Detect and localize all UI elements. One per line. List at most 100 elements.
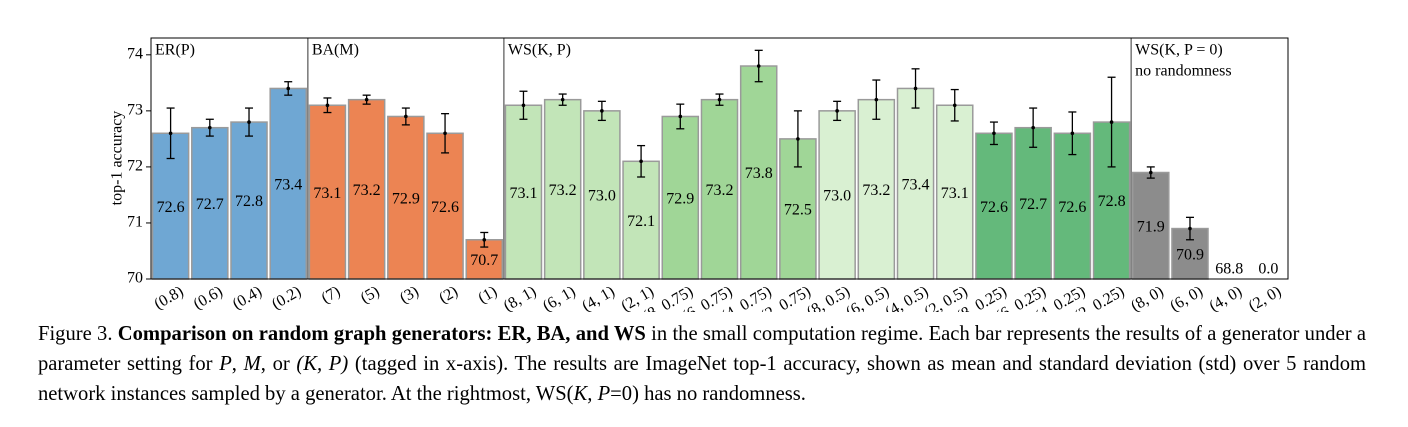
y-tick-label: 73: [127, 102, 143, 119]
group-label: ER(P): [155, 42, 195, 59]
value-label: 72.7: [196, 196, 224, 213]
y-tick-label: 71: [127, 214, 143, 231]
mean-dot: [1148, 170, 1153, 175]
group-label: WS(K, P = 0): [1135, 42, 1223, 59]
bar: [269, 87, 308, 280]
mean-dot: [678, 114, 683, 119]
mean-dot: [952, 103, 957, 108]
mean-dot: [756, 64, 761, 68]
mean-dot: [208, 125, 212, 130]
mean-dot: [1031, 125, 1035, 130]
bar: [1171, 227, 1209, 280]
mean-dot: [1188, 226, 1192, 231]
caption-italic: K, P: [573, 383, 611, 405]
group-label: BA(M): [312, 42, 359, 59]
x-tick-label: (0.6): [191, 283, 226, 312]
mean-dot: [1070, 131, 1075, 136]
mean-dot: [168, 131, 173, 136]
x-tick-label: (8, 0): [1128, 283, 1167, 312]
x-tick-label: (0.4): [230, 283, 265, 312]
value-label: 71.9: [1137, 218, 1165, 235]
caption-normal: =0) has no randomness.: [610, 383, 806, 405]
value-label: 70.9: [1176, 246, 1204, 263]
mean-dot: [835, 109, 839, 113]
value-label: 73.4: [902, 176, 930, 193]
value-label: 72.8: [235, 193, 263, 210]
x-tick-label: (0.8): [151, 283, 186, 312]
value-label: 73.1: [941, 185, 969, 202]
bar: [896, 87, 935, 280]
x-tick-label: (4, 0): [1207, 283, 1246, 312]
value-label: 73.2: [862, 182, 890, 199]
value-label: 73.4: [274, 176, 302, 193]
bar: [935, 104, 974, 280]
mean-dot: [521, 103, 526, 108]
value-label: 72.8: [1098, 193, 1126, 210]
mean-dot: [286, 86, 291, 91]
mean-dot: [364, 97, 369, 102]
mean-dot: [717, 97, 722, 102]
value-label: 72.6: [431, 199, 459, 216]
y-tick-label: 72: [127, 158, 143, 175]
value-label: 73.1: [509, 185, 537, 202]
group-label: WS(K, P): [508, 42, 571, 59]
x-tick-label: (1): [475, 283, 500, 307]
bar: [975, 132, 1013, 280]
y-axis-label: top-1 accuracy: [109, 111, 126, 206]
caption-normal: in the small computation regime. Each ba…: [38, 323, 1366, 375]
value-label: 70.7: [470, 252, 498, 269]
mean-dot: [600, 109, 604, 113]
value-label: 73.0: [823, 188, 851, 205]
value-label: 73.2: [549, 182, 577, 199]
mean-dot: [1109, 120, 1114, 124]
y-tick-label: 74: [127, 45, 143, 62]
x-tick-label: (2): [436, 283, 461, 307]
x-tick-label: (0.2): [269, 283, 304, 312]
mean-dot: [913, 86, 918, 91]
mean-dot: [325, 103, 330, 108]
value-label: 72.9: [392, 190, 420, 207]
mean-dot: [874, 97, 879, 102]
caption-italic: P: [219, 353, 232, 375]
x-tick-label: (2, 0): [1246, 283, 1285, 312]
caption-italic: M: [243, 353, 261, 375]
mean-dot: [796, 137, 800, 141]
mean-dot: [404, 114, 408, 119]
bar: [230, 121, 268, 280]
value-label: 72.9: [666, 190, 694, 207]
x-tick-label: (3): [397, 283, 422, 307]
mean-dot: [247, 120, 251, 124]
mean-dot: [560, 97, 565, 102]
value-label: 73.1: [313, 185, 341, 202]
x-tick-label: (7): [319, 283, 344, 307]
bar: [818, 110, 856, 280]
bar: [387, 115, 425, 280]
bar: [622, 160, 660, 280]
caption-italic: (K, P): [296, 353, 349, 375]
caption-bold: Comparison on random graph generators: E…: [117, 323, 646, 345]
plot-frame: [150, 37, 1289, 280]
value-label: 73.0: [588, 188, 616, 205]
bar: [1053, 132, 1092, 280]
value-label: 72.1: [627, 213, 655, 230]
value-label: 72.6: [980, 199, 1008, 216]
chart: top-1 accuracy 70 71 72 73 74 ER(P) 72.6 (0.8) 7…: [109, 37, 1289, 312]
value-label: 73.2: [353, 182, 381, 199]
group-note: no randomness: [1135, 63, 1231, 80]
value-label: 0.0: [1258, 261, 1278, 278]
caption-normal: (tagged in x-axis). The results are Imag…: [38, 353, 1367, 405]
value-label: 73.2: [706, 182, 734, 199]
mean-dot: [639, 159, 643, 164]
x-tick-label: (8, 1): [501, 283, 540, 312]
bar: [308, 104, 347, 280]
mean-dot: [992, 131, 996, 136]
value-label: 73.8: [745, 165, 773, 182]
bar: [739, 65, 778, 280]
caption-normal: ,: [231, 353, 244, 375]
caption: Figure 3. Comparison on random graph gen…: [38, 319, 1366, 409]
x-tick-label: (5): [358, 283, 383, 307]
value-label: 68.8: [1215, 261, 1243, 278]
value-label: 72.5: [784, 202, 812, 219]
value-label: 72.6: [1058, 199, 1086, 216]
y-tick-label: 70: [127, 270, 143, 287]
